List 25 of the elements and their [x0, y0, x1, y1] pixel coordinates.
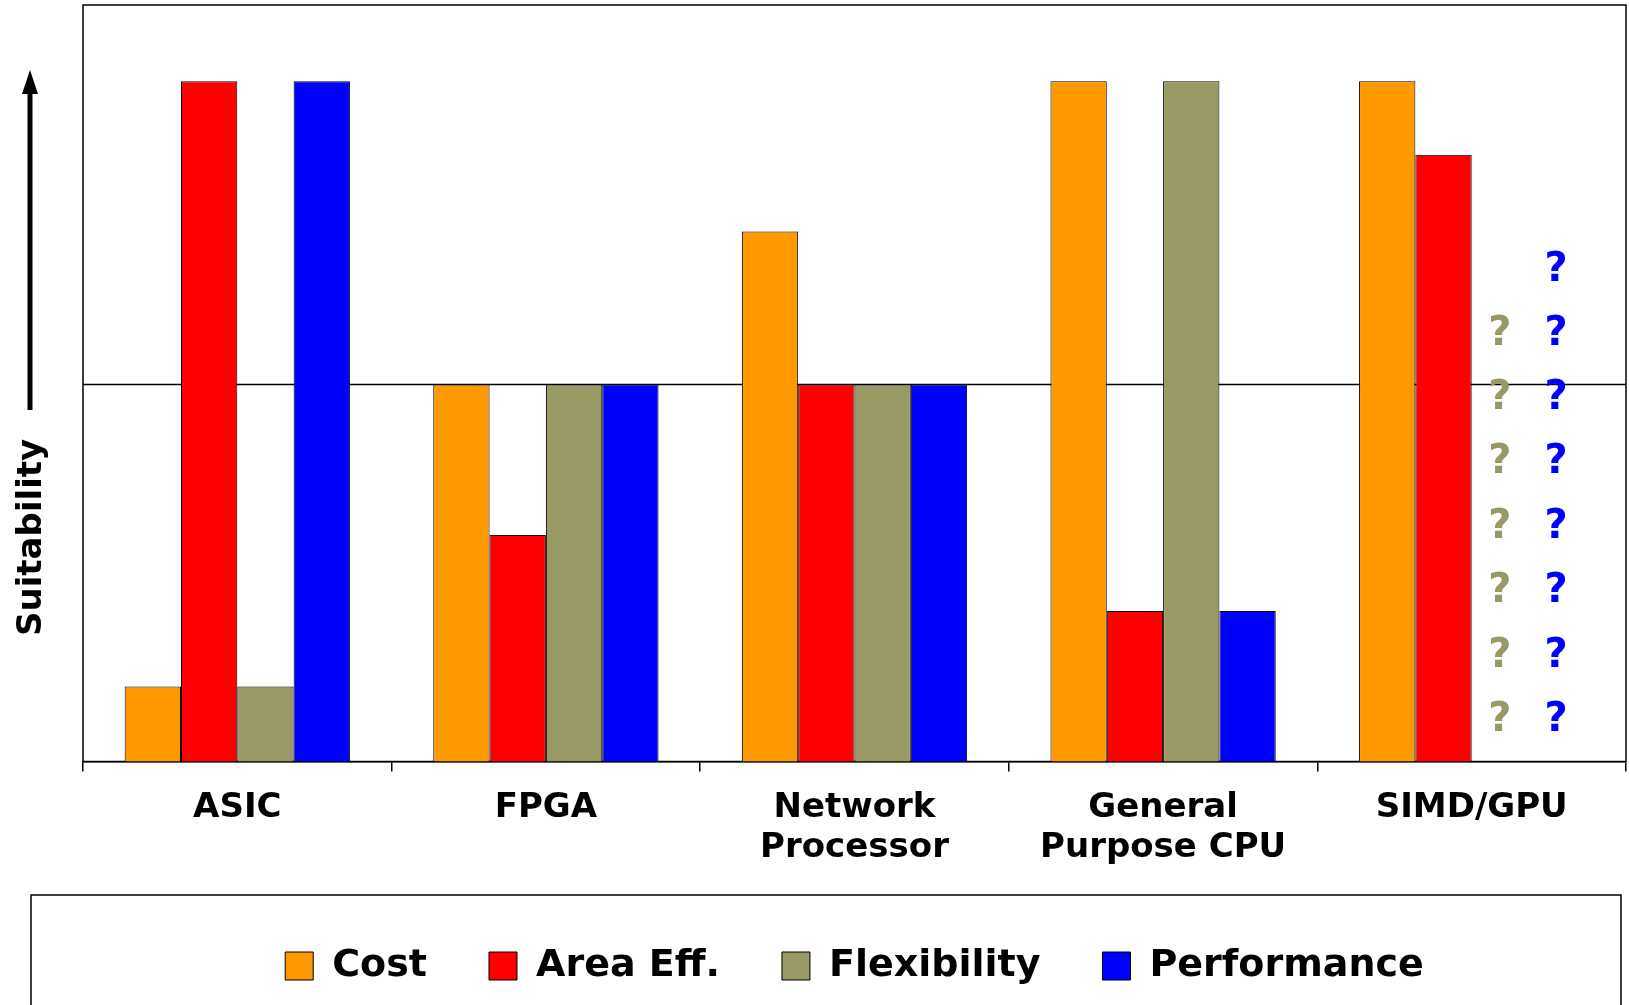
annotation: ? [1544, 243, 1568, 290]
annotation: ? [1544, 693, 1568, 740]
y-axis-title: Suitability [8, 438, 49, 636]
annotation: ? [1488, 501, 1512, 548]
annotation: ? [1488, 307, 1512, 354]
annotation: ? [1544, 630, 1568, 677]
annotation: ? [1488, 436, 1512, 483]
x-tick-label: Network Processor [760, 784, 950, 866]
annotation: ? [1544, 501, 1568, 548]
x-tick-label: FPGA [494, 784, 598, 825]
x-tick-label: SIMD/GPU [1375, 784, 1568, 825]
legend-label: Area Eff. [535, 940, 720, 985]
annotation: ? [1488, 565, 1512, 612]
annotation: ? [1544, 565, 1568, 612]
legend-label: Flexibility [828, 940, 1041, 985]
x-tick-label: General Purpose CPU [1040, 784, 1287, 866]
x-tick-label: ASIC [193, 784, 282, 825]
annotation: ? [1488, 630, 1512, 677]
legend-label: Cost [332, 940, 427, 985]
annotation: ? [1544, 371, 1568, 418]
annotation: ? [1488, 693, 1512, 740]
annotation: ? [1544, 436, 1568, 483]
legend-label: Performance [1149, 940, 1424, 985]
annotation: ? [1544, 307, 1568, 354]
annotation: ? [1488, 371, 1512, 418]
